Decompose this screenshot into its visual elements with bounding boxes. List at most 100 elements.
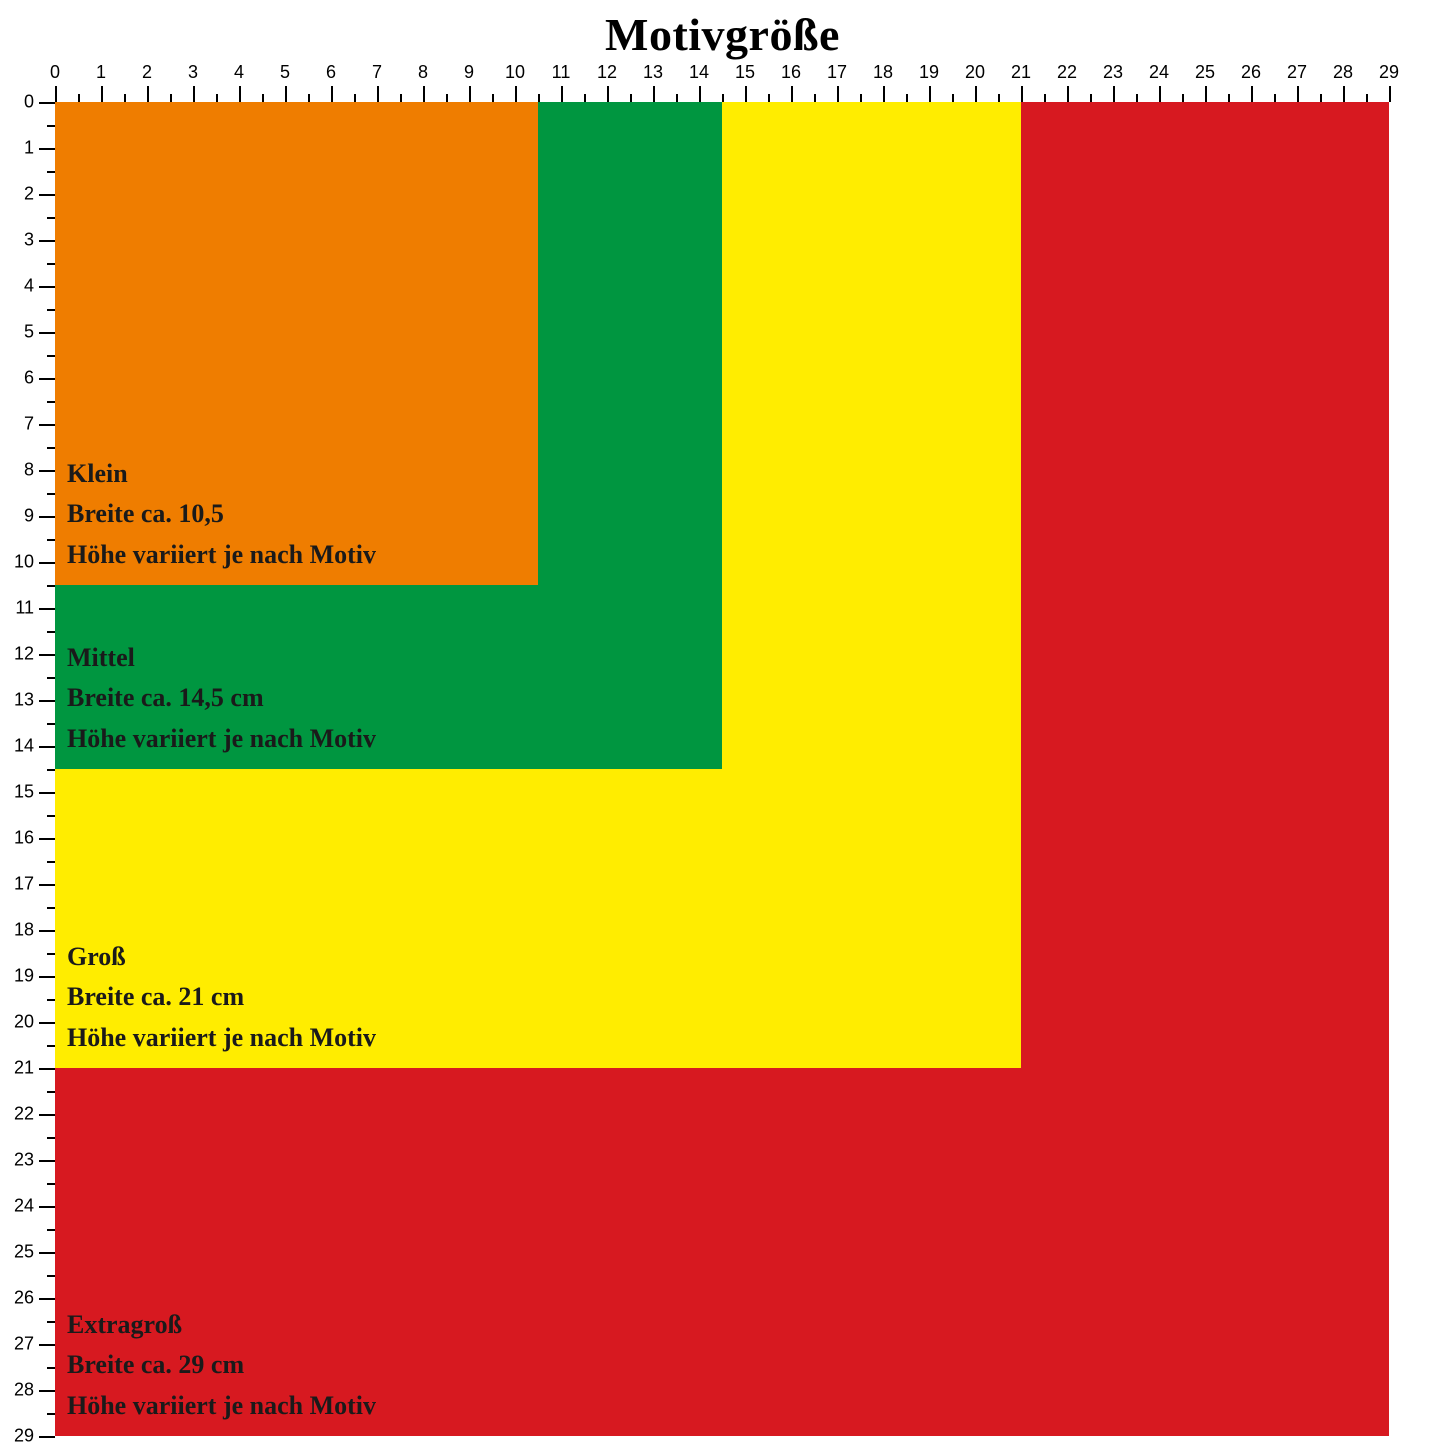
ruler-number: 23 bbox=[10, 1150, 34, 1171]
ruler-number: 11 bbox=[552, 62, 571, 83]
ruler-tick-major bbox=[39, 1206, 55, 1208]
ruler-number: 28 bbox=[1333, 62, 1353, 83]
ruler-tick-minor bbox=[216, 94, 218, 102]
size-box-klein: KleinBreite ca. 10,5Höhe variiert je nac… bbox=[55, 102, 538, 585]
ruler-tick-minor bbox=[400, 94, 402, 102]
size-label-line: Breite ca. 29 cm bbox=[67, 1345, 376, 1385]
ruler-tick-major bbox=[39, 1298, 55, 1300]
ruler-number: 8 bbox=[418, 62, 428, 83]
ruler-tick-major bbox=[39, 332, 55, 334]
ruler-tick-major bbox=[39, 1068, 55, 1070]
ruler-number: 9 bbox=[10, 506, 34, 527]
ruler-number: 2 bbox=[10, 184, 34, 205]
ruler-tick-major bbox=[1251, 86, 1253, 102]
ruler-number: 26 bbox=[1241, 62, 1261, 83]
ruler-tick-minor bbox=[1136, 94, 1138, 102]
ruler-tick-minor bbox=[676, 94, 678, 102]
ruler-tick-minor bbox=[47, 263, 55, 265]
ruler-number: 12 bbox=[10, 644, 34, 665]
ruler-number: 11 bbox=[10, 598, 34, 619]
ruler-number: 9 bbox=[464, 62, 474, 83]
size-label-line: Extragroß bbox=[67, 1305, 376, 1345]
size-label-line: Breite ca. 10,5 bbox=[67, 494, 376, 534]
ruler-tick-minor bbox=[47, 1367, 55, 1369]
ruler-number: 0 bbox=[10, 92, 34, 113]
ruler-number: 24 bbox=[1149, 62, 1169, 83]
ruler-number: 16 bbox=[10, 828, 34, 849]
ruler-tick-major bbox=[39, 1160, 55, 1162]
ruler-tick-major bbox=[39, 746, 55, 748]
ruler-tick-minor bbox=[538, 94, 540, 102]
size-label-line: Höhe variiert je nach Motiv bbox=[67, 719, 376, 759]
ruler-tick-major bbox=[39, 102, 55, 104]
ruler-tick-minor bbox=[47, 1091, 55, 1093]
ruler-tick-minor bbox=[47, 723, 55, 725]
ruler-tick-major bbox=[607, 86, 609, 102]
horizontal-ruler: 0123456789101112131415161718192021222324… bbox=[55, 62, 1435, 102]
ruler-tick-minor bbox=[47, 907, 55, 909]
ruler-tick-major bbox=[101, 86, 103, 102]
ruler-number: 2 bbox=[142, 62, 152, 83]
ruler-tick-minor bbox=[170, 94, 172, 102]
ruler-number: 22 bbox=[10, 1104, 34, 1125]
ruler-number: 5 bbox=[10, 322, 34, 343]
ruler-number: 29 bbox=[10, 1426, 34, 1447]
ruler-tick-major bbox=[975, 86, 977, 102]
ruler-number: 20 bbox=[10, 1012, 34, 1033]
ruler-number: 7 bbox=[372, 62, 382, 83]
ruler-tick-minor bbox=[1320, 94, 1322, 102]
ruler-tick-major bbox=[39, 562, 55, 564]
ruler-number: 4 bbox=[234, 62, 244, 83]
ruler-number: 26 bbox=[10, 1288, 34, 1309]
ruler-tick-major bbox=[39, 1390, 55, 1392]
ruler-tick-minor bbox=[47, 769, 55, 771]
ruler-tick-minor bbox=[47, 1229, 55, 1231]
ruler-tick-minor bbox=[47, 815, 55, 817]
ruler-tick-minor bbox=[446, 94, 448, 102]
ruler-tick-minor bbox=[47, 677, 55, 679]
ruler-number: 13 bbox=[10, 690, 34, 711]
size-label-gross: GroßBreite ca. 21 cmHöhe variiert je nac… bbox=[67, 937, 376, 1058]
ruler-tick-major bbox=[1067, 86, 1069, 102]
ruler-number: 28 bbox=[10, 1380, 34, 1401]
ruler-tick-major bbox=[39, 286, 55, 288]
diagram-title: Motivgröße bbox=[0, 8, 1445, 61]
ruler-tick-minor bbox=[860, 94, 862, 102]
ruler-tick-minor bbox=[47, 447, 55, 449]
ruler-number: 25 bbox=[1195, 62, 1215, 83]
size-label-line: Höhe variiert je nach Motiv bbox=[67, 1386, 376, 1426]
ruler-number: 18 bbox=[873, 62, 893, 83]
ruler-tick-minor bbox=[47, 217, 55, 219]
ruler-tick-major bbox=[39, 608, 55, 610]
ruler-number: 12 bbox=[597, 62, 617, 83]
ruler-tick-major bbox=[1159, 86, 1161, 102]
ruler-tick-major bbox=[1389, 86, 1391, 102]
ruler-number: 21 bbox=[10, 1058, 34, 1079]
size-label-mittel: MittelBreite ca. 14,5 cmHöhe variiert je… bbox=[67, 638, 376, 759]
ruler-number: 0 bbox=[50, 62, 60, 83]
ruler-number: 16 bbox=[781, 62, 801, 83]
ruler-tick-major bbox=[837, 86, 839, 102]
ruler-tick-major bbox=[39, 516, 55, 518]
ruler-tick-major bbox=[1205, 86, 1207, 102]
ruler-tick-minor bbox=[1182, 94, 1184, 102]
ruler-tick-minor bbox=[47, 1413, 55, 1415]
ruler-tick-minor bbox=[47, 861, 55, 863]
ruler-tick-minor bbox=[630, 94, 632, 102]
ruler-number: 22 bbox=[1057, 62, 1077, 83]
ruler-number: 29 bbox=[1379, 62, 1399, 83]
ruler-tick-minor bbox=[354, 94, 356, 102]
ruler-tick-major bbox=[39, 1252, 55, 1254]
chart-area: ExtragroßBreite ca. 29 cmHöhe variiert j… bbox=[55, 102, 1435, 1437]
ruler-tick-minor bbox=[47, 401, 55, 403]
ruler-tick-major bbox=[39, 378, 55, 380]
ruler-tick-minor bbox=[47, 171, 55, 173]
ruler-number: 15 bbox=[10, 782, 34, 803]
ruler-tick-minor bbox=[47, 1183, 55, 1185]
ruler-tick-minor bbox=[952, 94, 954, 102]
ruler-tick-minor bbox=[814, 94, 816, 102]
ruler-tick-major bbox=[653, 86, 655, 102]
ruler-tick-major bbox=[745, 86, 747, 102]
ruler-tick-major bbox=[561, 86, 563, 102]
ruler-tick-minor bbox=[47, 585, 55, 587]
